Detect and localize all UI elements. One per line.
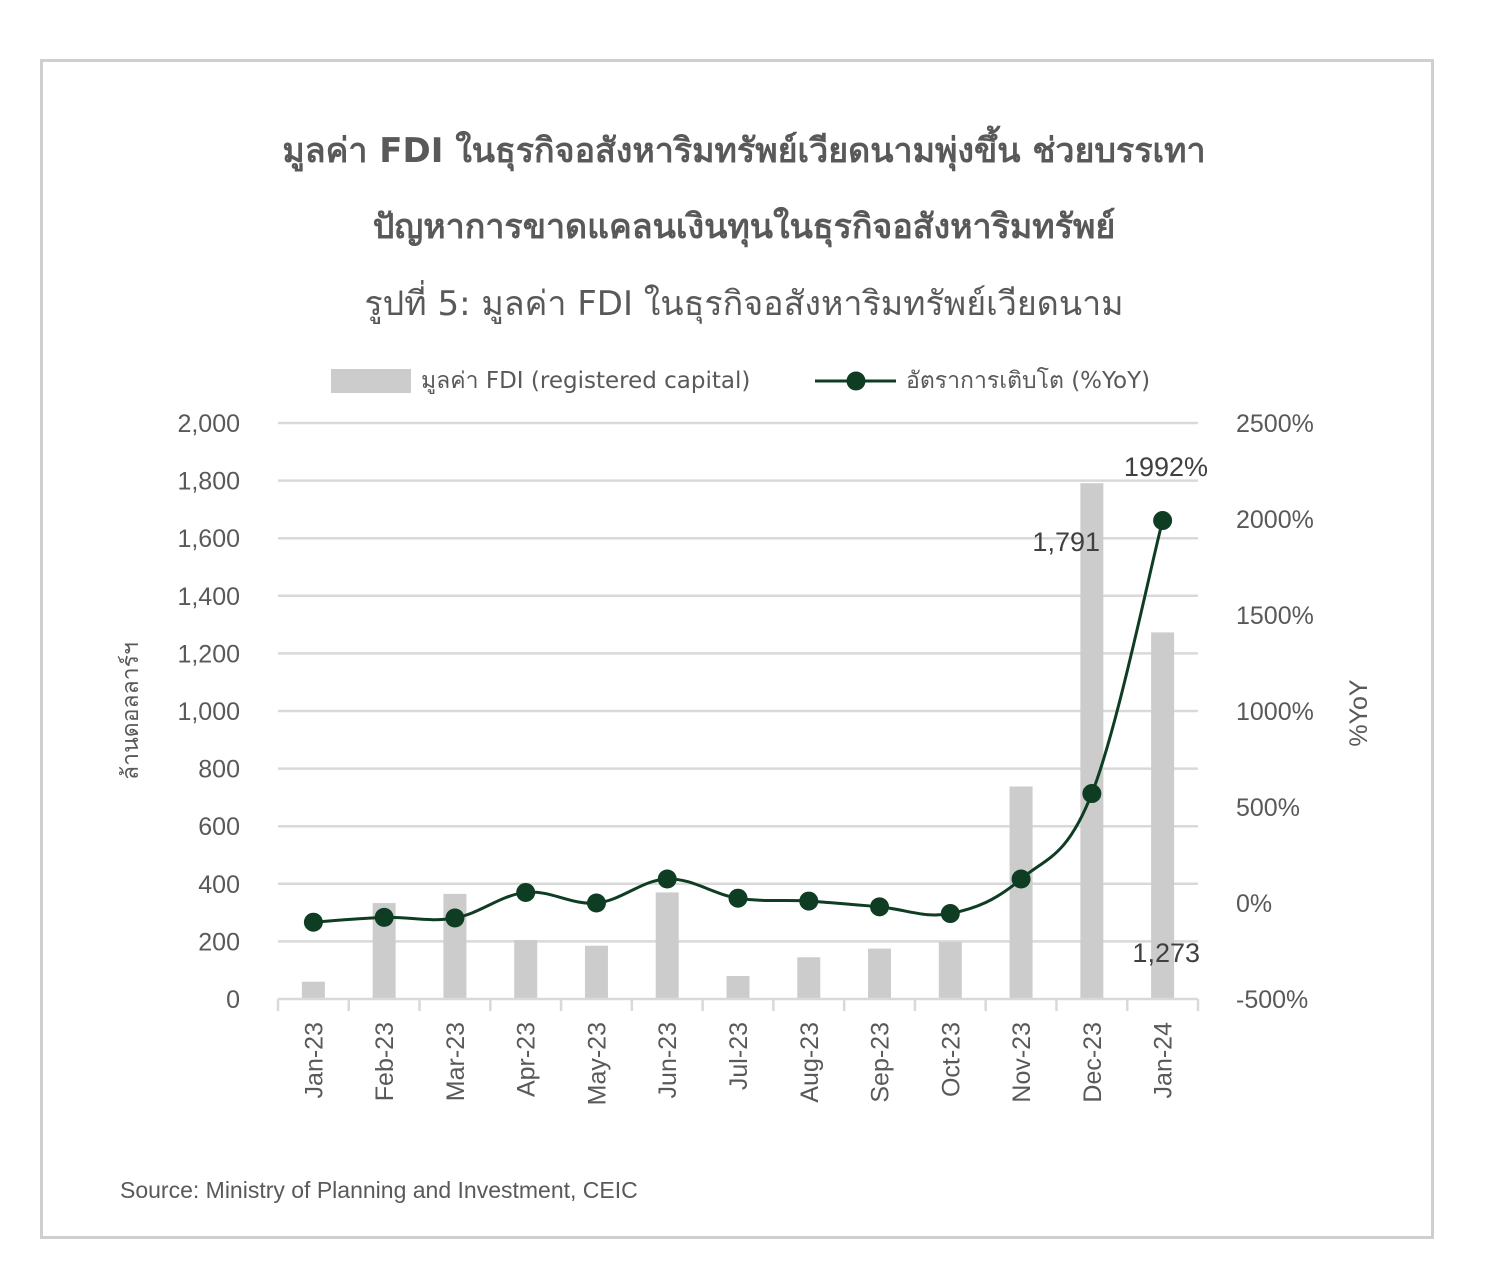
source-note: Source: Ministry of Planning and Investm… <box>120 1177 638 1203</box>
right-tick-label: 1500% <box>1236 602 1314 630</box>
bar-Nov-23 <box>1009 786 1033 999</box>
yoy-point-Oct-23 <box>940 904 960 924</box>
x-tick-label: Apr-23 <box>513 1022 541 1097</box>
legend-line-label: อัตราการเติบโต (%YoY) <box>906 367 1150 394</box>
x-tick-label: Mar-23 <box>442 1022 470 1101</box>
yoy-point-Apr-23 <box>516 882 536 902</box>
bar-Feb-23 <box>372 903 396 999</box>
right-tick-label: 1000% <box>1236 698 1314 726</box>
yoy-point-Jan-24 <box>1153 511 1173 531</box>
right-axis-title: %YoY <box>1345 679 1373 747</box>
right-tick-label: -500% <box>1236 986 1308 1014</box>
x-tick-label: Oct-23 <box>937 1022 965 1097</box>
bar-Jan-23 <box>301 981 325 999</box>
yoy-point-Mar-23 <box>445 908 465 928</box>
right-tick-label: 0% <box>1236 890 1272 918</box>
headline-line-1: มูลค่า FDI ในธุรกิจอสังหาริมทรัพย์เวียดน… <box>282 131 1206 171</box>
figure-caption: รูปที่ 5: มูลค่า FDI ในธุรกิจอสังหาริมทร… <box>364 284 1124 324</box>
bar-Jun-23 <box>655 892 679 999</box>
left-tick-label: 1,800 <box>177 468 240 496</box>
yoy-growth-line <box>313 520 1165 924</box>
bar-Sep-23 <box>868 948 892 999</box>
x-tick-label: Jul-23 <box>725 1022 753 1090</box>
legend-bar-swatch <box>331 369 411 393</box>
yoy-point-Jul-23 <box>728 888 748 908</box>
bar-Jul-23 <box>726 975 750 999</box>
right-tick-label: 2000% <box>1236 506 1314 534</box>
left-tick-label: 600 <box>198 813 240 841</box>
bar-Oct-23 <box>938 941 962 999</box>
yoy-point-May-23 <box>586 893 606 913</box>
x-tick-label: Jan-23 <box>300 1022 328 1098</box>
yoy-point-Dec-23 <box>1082 784 1102 804</box>
x-tick-label: Aug-23 <box>796 1022 824 1103</box>
yoy-point-Aug-23 <box>799 891 819 911</box>
x-tick-label: Jun-23 <box>654 1022 682 1098</box>
left-tick-label: 200 <box>198 928 240 956</box>
right-tick-label: 500% <box>1236 794 1300 822</box>
left-tick-label: 0 <box>226 986 240 1014</box>
x-tick-label: Nov-23 <box>1008 1022 1036 1103</box>
data-label-jan24-line: 1992% <box>1124 452 1208 482</box>
x-tick-label: Jan-24 <box>1150 1022 1178 1099</box>
bar-Aug-23 <box>797 957 821 999</box>
legend-bar-label: มูลค่า FDI (registered capital) <box>421 368 750 394</box>
legend-line-marker <box>846 371 866 391</box>
data-label-dec23: 1,791 <box>1032 527 1100 557</box>
left-tick-label: 1,200 <box>177 640 240 668</box>
x-tick-label: Dec-23 <box>1079 1022 1107 1103</box>
bar-May-23 <box>584 945 608 999</box>
left-tick-label: 1,600 <box>177 525 240 553</box>
yoy-point-Feb-23 <box>374 907 394 927</box>
left-tick-label: 1,000 <box>177 698 240 726</box>
yoy-point-Jan-23 <box>303 912 323 932</box>
headline-line-2: ปัญหาการขาดแคลนเงินทุนในธุรกิจอสังหาริมท… <box>372 207 1116 247</box>
left-tick-label: 400 <box>198 871 240 899</box>
right-tick-label: 2500% <box>1236 410 1314 438</box>
bar-Dec-23 <box>1080 483 1104 999</box>
bar-Jan-24 <box>1151 632 1175 999</box>
left-tick-label: 1,400 <box>177 583 240 611</box>
yoy-point-Nov-23 <box>1011 869 1031 889</box>
left-tick-label: 800 <box>198 756 240 784</box>
left-axis-title: ล้านดอลลาร์ฯ <box>117 642 144 780</box>
bar-Apr-23 <box>514 939 538 999</box>
chart-frame <box>40 59 1434 1239</box>
left-tick-label: 2,000 <box>177 410 240 438</box>
x-tick-label: Feb-23 <box>371 1022 399 1101</box>
yoy-point-Jun-23 <box>657 869 677 889</box>
x-tick-label: Sep-23 <box>867 1022 895 1103</box>
data-label-jan24-bar: 1,273 <box>1132 938 1200 968</box>
x-tick-label: May-23 <box>583 1022 611 1105</box>
yoy-point-Sep-23 <box>870 897 890 917</box>
